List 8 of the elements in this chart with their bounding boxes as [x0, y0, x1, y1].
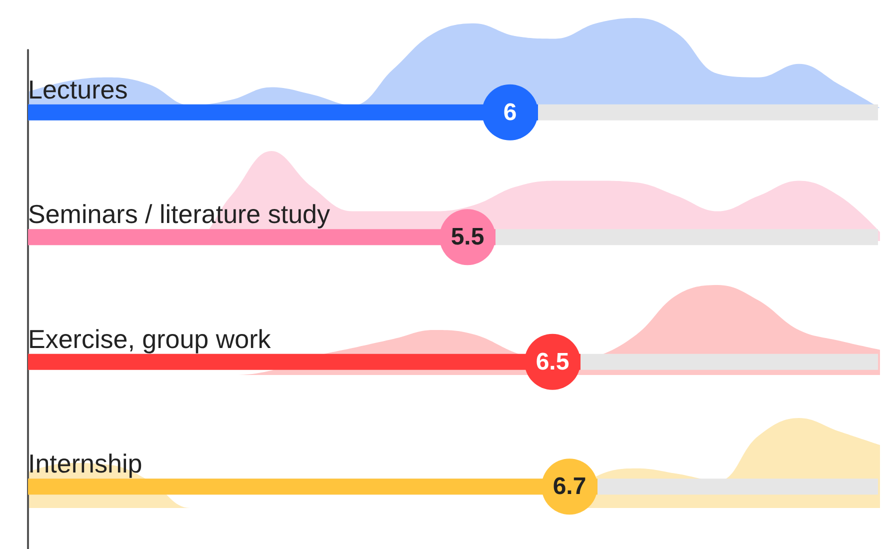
data-label: 6.5 — [536, 348, 570, 376]
y-tick-label: Seminars / literature study — [28, 199, 330, 230]
y-tick-label: Internship — [28, 448, 142, 479]
data-label: 5.5 — [450, 224, 484, 251]
y-tick-label: Exercise, group work — [28, 324, 272, 354]
data-label: 6.7 — [552, 473, 586, 500]
y-tick-label: Lectures — [28, 74, 128, 104]
data-label: 6 — [503, 98, 517, 126]
